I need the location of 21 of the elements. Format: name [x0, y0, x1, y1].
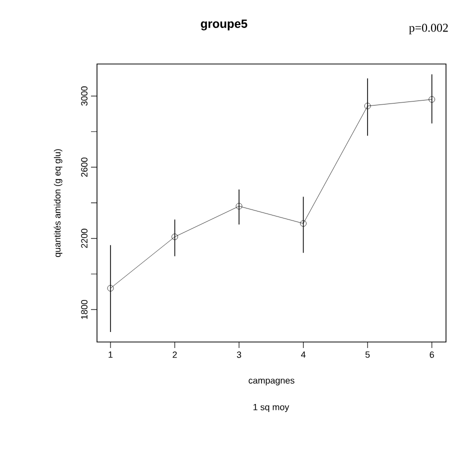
x-tick-label: 3 — [236, 352, 242, 358]
point — [172, 234, 178, 240]
x-tick-label: 2 — [172, 352, 177, 358]
point — [428, 96, 436, 103]
point — [364, 102, 371, 110]
x-tick-label: 1 — [108, 352, 113, 358]
point — [107, 285, 114, 292]
point — [300, 220, 307, 227]
point — [236, 202, 242, 210]
x-axis-title: campagnes — [248, 378, 294, 386]
y-axis-title: quantités amidon (g eq glu) — [54, 149, 62, 257]
x-tick-label: 5 — [365, 352, 370, 358]
y-tick-label: 2200 — [81, 228, 88, 248]
y-tick-label: 1800 — [81, 300, 88, 319]
x-tick-label: 6 — [430, 352, 434, 358]
text: p=0.002 — [409, 24, 448, 34]
chart-title: groupe5 — [200, 20, 248, 30]
x-tick-label: 4 — [301, 352, 306, 358]
y-tick-label: 2600 — [81, 158, 88, 177]
y-tick-label: 3000 — [81, 86, 88, 106]
text: 1 sq moy — [253, 404, 290, 412]
